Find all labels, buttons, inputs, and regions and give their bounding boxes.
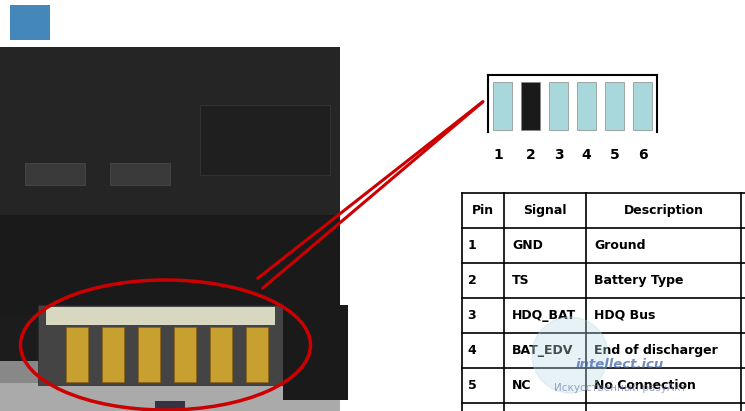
Bar xyxy=(10,5,50,40)
Bar xyxy=(605,82,624,130)
Bar xyxy=(493,82,512,130)
Text: 5: 5 xyxy=(609,148,619,162)
Text: GND: GND xyxy=(512,239,543,252)
Circle shape xyxy=(532,317,608,393)
Text: Description: Description xyxy=(624,204,703,217)
Bar xyxy=(633,82,652,130)
Text: 1: 1 xyxy=(468,239,476,252)
Text: 1: 1 xyxy=(494,148,504,162)
Bar xyxy=(0,215,340,315)
Bar xyxy=(577,82,596,130)
Text: 3: 3 xyxy=(468,309,476,322)
Text: 2: 2 xyxy=(468,274,476,287)
Bar xyxy=(46,307,275,325)
Text: TS: TS xyxy=(512,274,530,287)
Bar xyxy=(38,305,283,385)
Bar xyxy=(0,383,340,411)
Bar xyxy=(200,105,330,175)
Text: 2: 2 xyxy=(526,148,536,162)
Bar xyxy=(210,327,232,382)
Text: 6: 6 xyxy=(638,148,647,162)
Text: 4: 4 xyxy=(582,148,592,162)
Bar xyxy=(246,327,268,382)
Text: 3: 3 xyxy=(554,148,563,162)
Bar xyxy=(66,327,88,382)
Text: HDQ Bus: HDQ Bus xyxy=(594,309,656,322)
Text: HDQ_BAT: HDQ_BAT xyxy=(512,309,576,322)
Text: Искусственный разуАкт: Искусственный разуАкт xyxy=(554,383,686,393)
Text: Pin: Pin xyxy=(472,204,494,217)
Bar xyxy=(102,327,124,382)
Text: NC: NC xyxy=(512,379,531,392)
Text: 4: 4 xyxy=(468,344,476,357)
Bar xyxy=(25,163,85,185)
Text: intellect.icu: intellect.icu xyxy=(576,358,664,372)
Bar xyxy=(138,327,160,382)
Text: End of discharger: End of discharger xyxy=(594,344,717,357)
Text: BAT_EDV: BAT_EDV xyxy=(512,344,574,357)
Bar xyxy=(155,401,185,411)
Bar xyxy=(0,361,340,411)
Bar xyxy=(174,327,196,382)
Bar xyxy=(0,47,340,411)
Text: Signal: Signal xyxy=(523,204,567,217)
Text: Ground: Ground xyxy=(594,239,645,252)
Text: 5: 5 xyxy=(468,379,476,392)
Text: Battery Type: Battery Type xyxy=(594,274,683,287)
Bar xyxy=(549,82,568,130)
Bar xyxy=(110,163,170,185)
Bar xyxy=(283,305,348,400)
Bar xyxy=(521,82,540,130)
Text: No Connection: No Connection xyxy=(594,379,696,392)
Bar xyxy=(0,47,340,215)
